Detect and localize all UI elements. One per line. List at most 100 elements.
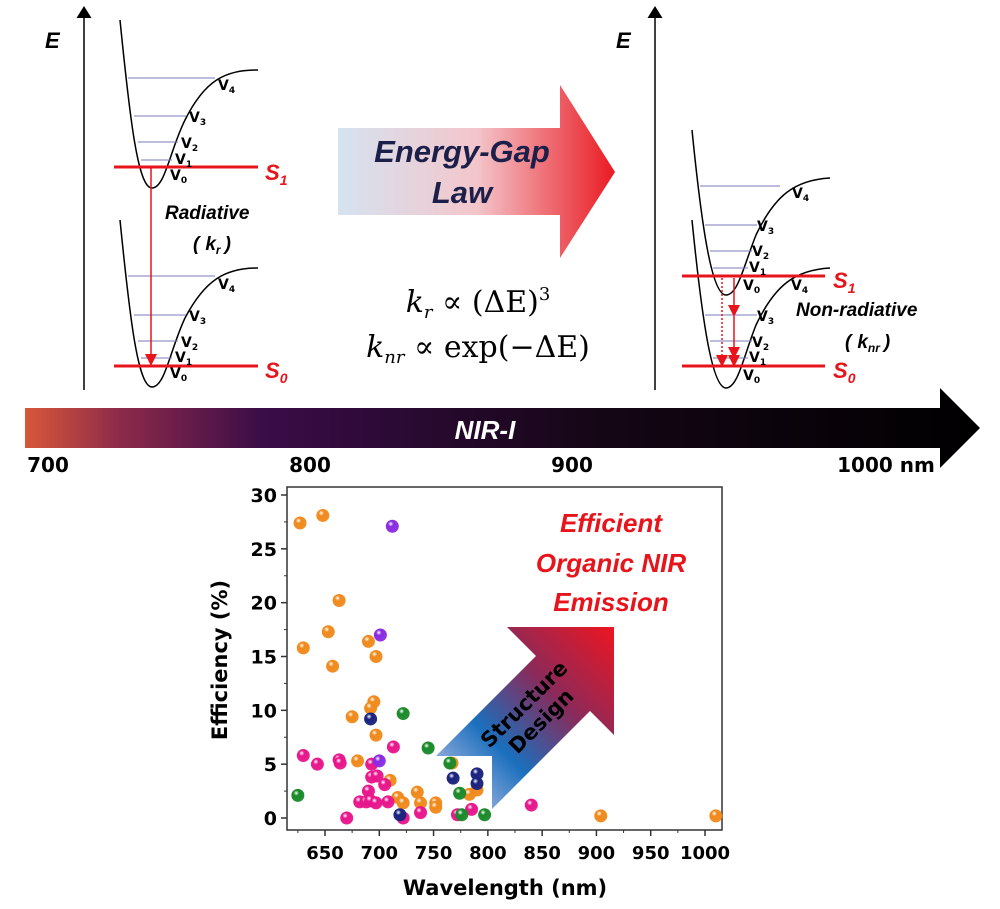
data-point xyxy=(361,634,375,648)
data-point xyxy=(340,811,354,825)
energy-gap-law-arrow: Energy-Gap Law xyxy=(338,85,615,258)
data-point xyxy=(446,771,460,785)
energy-axis-label: E xyxy=(45,28,61,53)
data-point xyxy=(293,516,307,530)
data-point xyxy=(396,707,410,721)
nonradiative-label: Non-radiative xyxy=(796,300,918,321)
data-point xyxy=(291,788,305,802)
data-point xyxy=(373,628,387,642)
y-tick-label: 25 xyxy=(251,539,277,561)
data-point xyxy=(351,754,365,768)
data-point xyxy=(386,740,400,754)
data-point xyxy=(369,728,383,742)
data-point xyxy=(455,808,469,822)
y-tick-label: 0 xyxy=(264,808,277,830)
spectrum-tick-700: 700 xyxy=(27,453,69,477)
s1-potential-curve-right xyxy=(691,129,831,296)
s0-label: S0 xyxy=(265,358,288,386)
spectrum-tick-800: 800 xyxy=(289,453,331,477)
data-point xyxy=(410,785,424,799)
data-point xyxy=(393,808,407,822)
x-tick-label: 900 xyxy=(578,843,616,864)
data-point xyxy=(470,767,484,781)
data-point xyxy=(332,594,346,608)
data-point xyxy=(470,777,484,791)
left-vib-labels: V4 V3 V2 V1 V0 V4 V3 V2 V1 V0 xyxy=(170,78,235,384)
spectrum-tick-1000: 1000 nm xyxy=(837,453,935,477)
nir-spectrum-bar: NIR-I 700 800 900 1000 nm xyxy=(25,388,980,477)
svg-text:V0: V0 xyxy=(170,168,187,186)
x-tick-label: 750 xyxy=(415,843,453,864)
data-point xyxy=(414,806,428,820)
s1-label: S1 xyxy=(265,160,288,188)
x-tick-label: 650 xyxy=(306,843,344,864)
s1-label-right: S1 xyxy=(833,268,856,296)
data-point xyxy=(594,809,608,823)
radiative-label: Radiative xyxy=(165,203,250,224)
data-point xyxy=(453,786,467,800)
radiative-rate: (kr) xyxy=(193,234,231,257)
svg-text:V0: V0 xyxy=(743,278,760,296)
svg-text:V4: V4 xyxy=(792,186,809,204)
data-point xyxy=(361,784,375,798)
s0-potential-curve xyxy=(119,219,259,388)
x-axis-label: Wavelength (nm) xyxy=(403,876,607,900)
data-point xyxy=(370,769,384,783)
svg-text:V3: V3 xyxy=(189,309,206,327)
data-point xyxy=(310,757,324,771)
svg-text:V0: V0 xyxy=(743,368,760,386)
annotation-line2: Organic NIR xyxy=(536,548,686,578)
data-point xyxy=(321,625,335,639)
data-point xyxy=(369,650,383,663)
annotation-line3: Emission xyxy=(553,587,669,617)
svg-text:V4: V4 xyxy=(218,78,235,96)
plot-frame xyxy=(286,486,723,831)
energy-axis-label-right: E xyxy=(616,28,632,53)
data-point xyxy=(316,508,330,522)
data-point xyxy=(709,809,723,823)
annotation: Efficient Organic NIR Emission xyxy=(536,508,686,617)
data-point xyxy=(296,641,310,655)
data-point xyxy=(345,710,359,724)
s1-potential-curve xyxy=(119,19,259,189)
data-point xyxy=(378,778,392,792)
y-tick-label: 30 xyxy=(251,485,277,507)
data-point xyxy=(369,796,383,810)
data-point xyxy=(385,519,399,533)
data-point xyxy=(429,800,443,814)
left-energy-diagram: E V4 V3 V2 V1 V0 V4 V3 V2 V1 V0 S1 S0 Ra… xyxy=(45,6,288,390)
spectrum-tick-900: 900 xyxy=(551,453,593,477)
data-point xyxy=(478,808,492,822)
svg-text:V3: V3 xyxy=(757,309,774,327)
energy-gap-line2: Law xyxy=(432,175,494,210)
data-point xyxy=(414,796,428,810)
svg-text:V3: V3 xyxy=(189,110,206,128)
y-tick-label: 5 xyxy=(264,754,277,776)
data-point xyxy=(421,741,435,755)
nonradiative-rate: (knr) xyxy=(845,332,890,355)
x-tick-label: 850 xyxy=(523,843,561,864)
structure-design-arrow: Structure Design xyxy=(436,627,614,809)
y-tick-label: 20 xyxy=(251,593,277,615)
x-tick-label: 700 xyxy=(360,843,398,864)
s0-potential-curve-right xyxy=(691,219,831,389)
svg-text:V4: V4 xyxy=(218,277,235,295)
data-point xyxy=(372,754,386,768)
svg-text:V1: V1 xyxy=(749,260,766,278)
data-point xyxy=(364,701,378,715)
svg-text:V0: V0 xyxy=(170,366,187,384)
y-tick-label: 15 xyxy=(251,647,277,669)
data-point xyxy=(364,712,378,726)
data-point xyxy=(396,796,410,810)
y-tick-label: 10 xyxy=(251,700,277,722)
equation-kr: kr ∝ (ΔE)3 xyxy=(406,284,551,323)
data-point xyxy=(524,798,538,812)
x-tick-label: 800 xyxy=(469,843,507,864)
annotation-line1: Efficient xyxy=(560,508,663,538)
data-point xyxy=(465,802,479,816)
data-point xyxy=(381,795,395,809)
svg-text:V3: V3 xyxy=(757,219,774,237)
data-point xyxy=(333,756,347,770)
data-point xyxy=(326,659,340,673)
